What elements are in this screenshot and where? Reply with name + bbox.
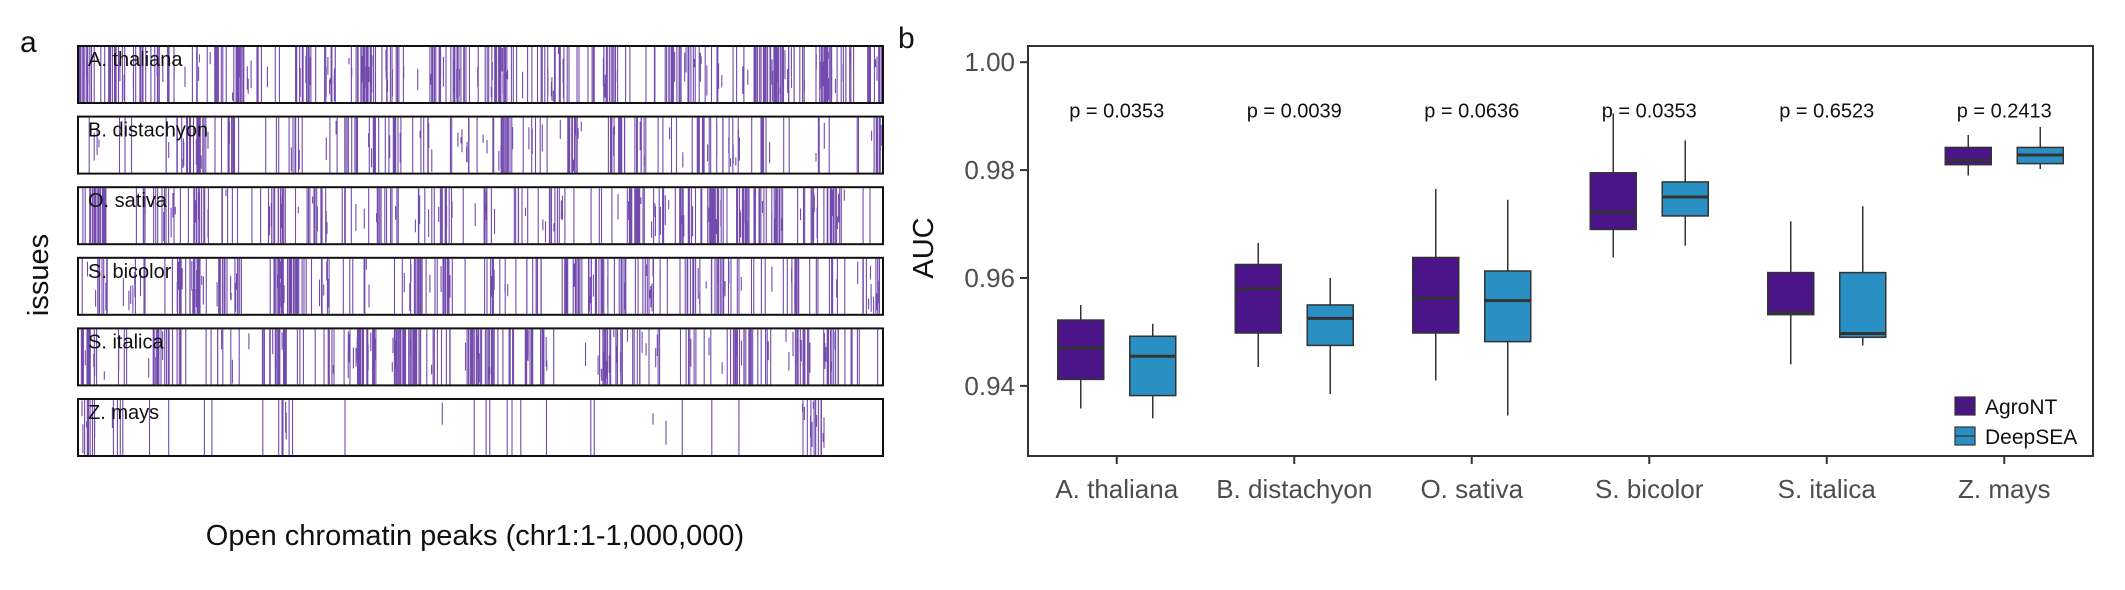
track-label: Z. mays <box>88 402 159 424</box>
box-iqr <box>1129 335 1177 397</box>
y-axis-label: AUC <box>908 217 940 278</box>
panel-b: b AUC 0.94 0.96 0.98 1.00 A. thaliana p = 0.0… <box>898 22 2094 504</box>
box-agront <box>1234 242 1282 367</box>
box-deepsea <box>1839 206 1887 346</box>
box-agront <box>1589 113 1637 258</box>
box-deepsea <box>1484 199 1532 416</box>
pvalue-label: p = 0.0039 <box>1247 101 1342 123</box>
track-area: A. thaliana B. distachyon O. sativa S. bico… <box>77 45 884 457</box>
track-o--sativa: O. sativa <box>77 186 884 246</box>
track-frame <box>77 398 884 457</box>
track-frame <box>77 327 884 387</box>
track-peaks <box>81 400 825 455</box>
x-tick-label: A. thaliana <box>1055 474 1178 504</box>
box-deepsea <box>1306 277 1354 394</box>
track-b--distachyon: B. distachyon <box>77 115 884 175</box>
track-label: O. sativa <box>88 190 168 212</box>
track-peaks <box>78 47 882 102</box>
track-frame <box>77 186 884 246</box>
track-peaks <box>80 329 879 385</box>
box-iqr <box>1057 319 1105 381</box>
y-tick-label: 1.00 <box>964 47 1015 77</box>
box-agront <box>1412 188 1460 381</box>
box-iqr <box>1767 271 1815 316</box>
track-frame <box>77 45 884 104</box>
box-deepsea <box>1129 323 1177 419</box>
panel-a-xlabel: Open chromatin peaks (chr1:1-1,000,000) <box>206 520 744 552</box>
box-agront <box>1767 221 1815 365</box>
x-tick-label: B. distachyon <box>1216 474 1372 504</box>
legend-label: AgroNT <box>1985 396 2058 419</box>
pvalue-label: p = 0.6523 <box>1779 101 1874 123</box>
plot-frame <box>1027 45 2094 457</box>
track-label: S. italica <box>88 331 164 353</box>
box-iqr <box>1234 263 1282 334</box>
pvalue-label: p = 0.2413 <box>1957 101 2052 123</box>
x-tick-label: O. sativa <box>1420 474 1523 504</box>
box-iqr <box>1944 146 1992 166</box>
box-iqr <box>1661 181 1709 217</box>
track-peaks <box>82 188 871 244</box>
pvalue-label: p = 0.0353 <box>1602 101 1697 123</box>
box-agront <box>1944 135 1992 176</box>
track-frame <box>77 115 884 175</box>
panel-a-ylabel: issues <box>23 234 55 316</box>
track-s--bicolor: S. bicolor <box>77 256 884 316</box>
x-tick-label: S. italica <box>1778 474 1877 504</box>
track-frame <box>77 256 884 316</box>
y-tick-label: 0.94 <box>964 371 1015 401</box>
pvalue-label: p = 0.0353 <box>1069 101 1164 123</box>
track-peaks <box>81 258 881 314</box>
panel-a: a A. thaliana B. distachyon O. sativa S. bi… <box>20 26 884 552</box>
box-iqr <box>1839 271 1887 339</box>
y-tick-label: 0.98 <box>964 155 1015 185</box>
pvalue-label: p = 0.0636 <box>1424 101 1519 123</box>
box-iqr <box>1412 256 1460 334</box>
track-label: S. bicolor <box>88 261 172 283</box>
box-iqr <box>1589 172 1637 231</box>
legend-label: DeepSEA <box>1985 426 2077 449</box>
box-deepsea <box>1661 140 1709 246</box>
box-agront <box>1057 304 1105 409</box>
y-tick-label: 0.96 <box>964 263 1015 293</box>
x-tick-label: S. bicolor <box>1595 474 1704 504</box>
track-z--mays: Z. mays <box>77 398 884 457</box>
box-deepsea <box>2016 126 2064 169</box>
boxplot-area: 0.94 0.96 0.98 1.00 A. thaliana p = 0.0353 B. … <box>964 45 2094 504</box>
x-tick-label: Z. mays <box>1958 474 2050 504</box>
panel-a-label: a <box>20 26 37 59</box>
track-label: B. distachyon <box>88 120 208 142</box>
legend: AgroNT DeepSEA <box>1954 396 2077 449</box>
track-label: A. thaliana <box>88 49 183 71</box>
box-iqr <box>1306 304 1354 347</box>
track-s--italica: S. italica <box>77 327 884 387</box>
box-iqr <box>1484 270 1532 343</box>
track-peaks <box>88 117 882 173</box>
track-a--thaliana: A. thaliana <box>77 45 884 104</box>
panel-b-label: b <box>898 22 915 55</box>
